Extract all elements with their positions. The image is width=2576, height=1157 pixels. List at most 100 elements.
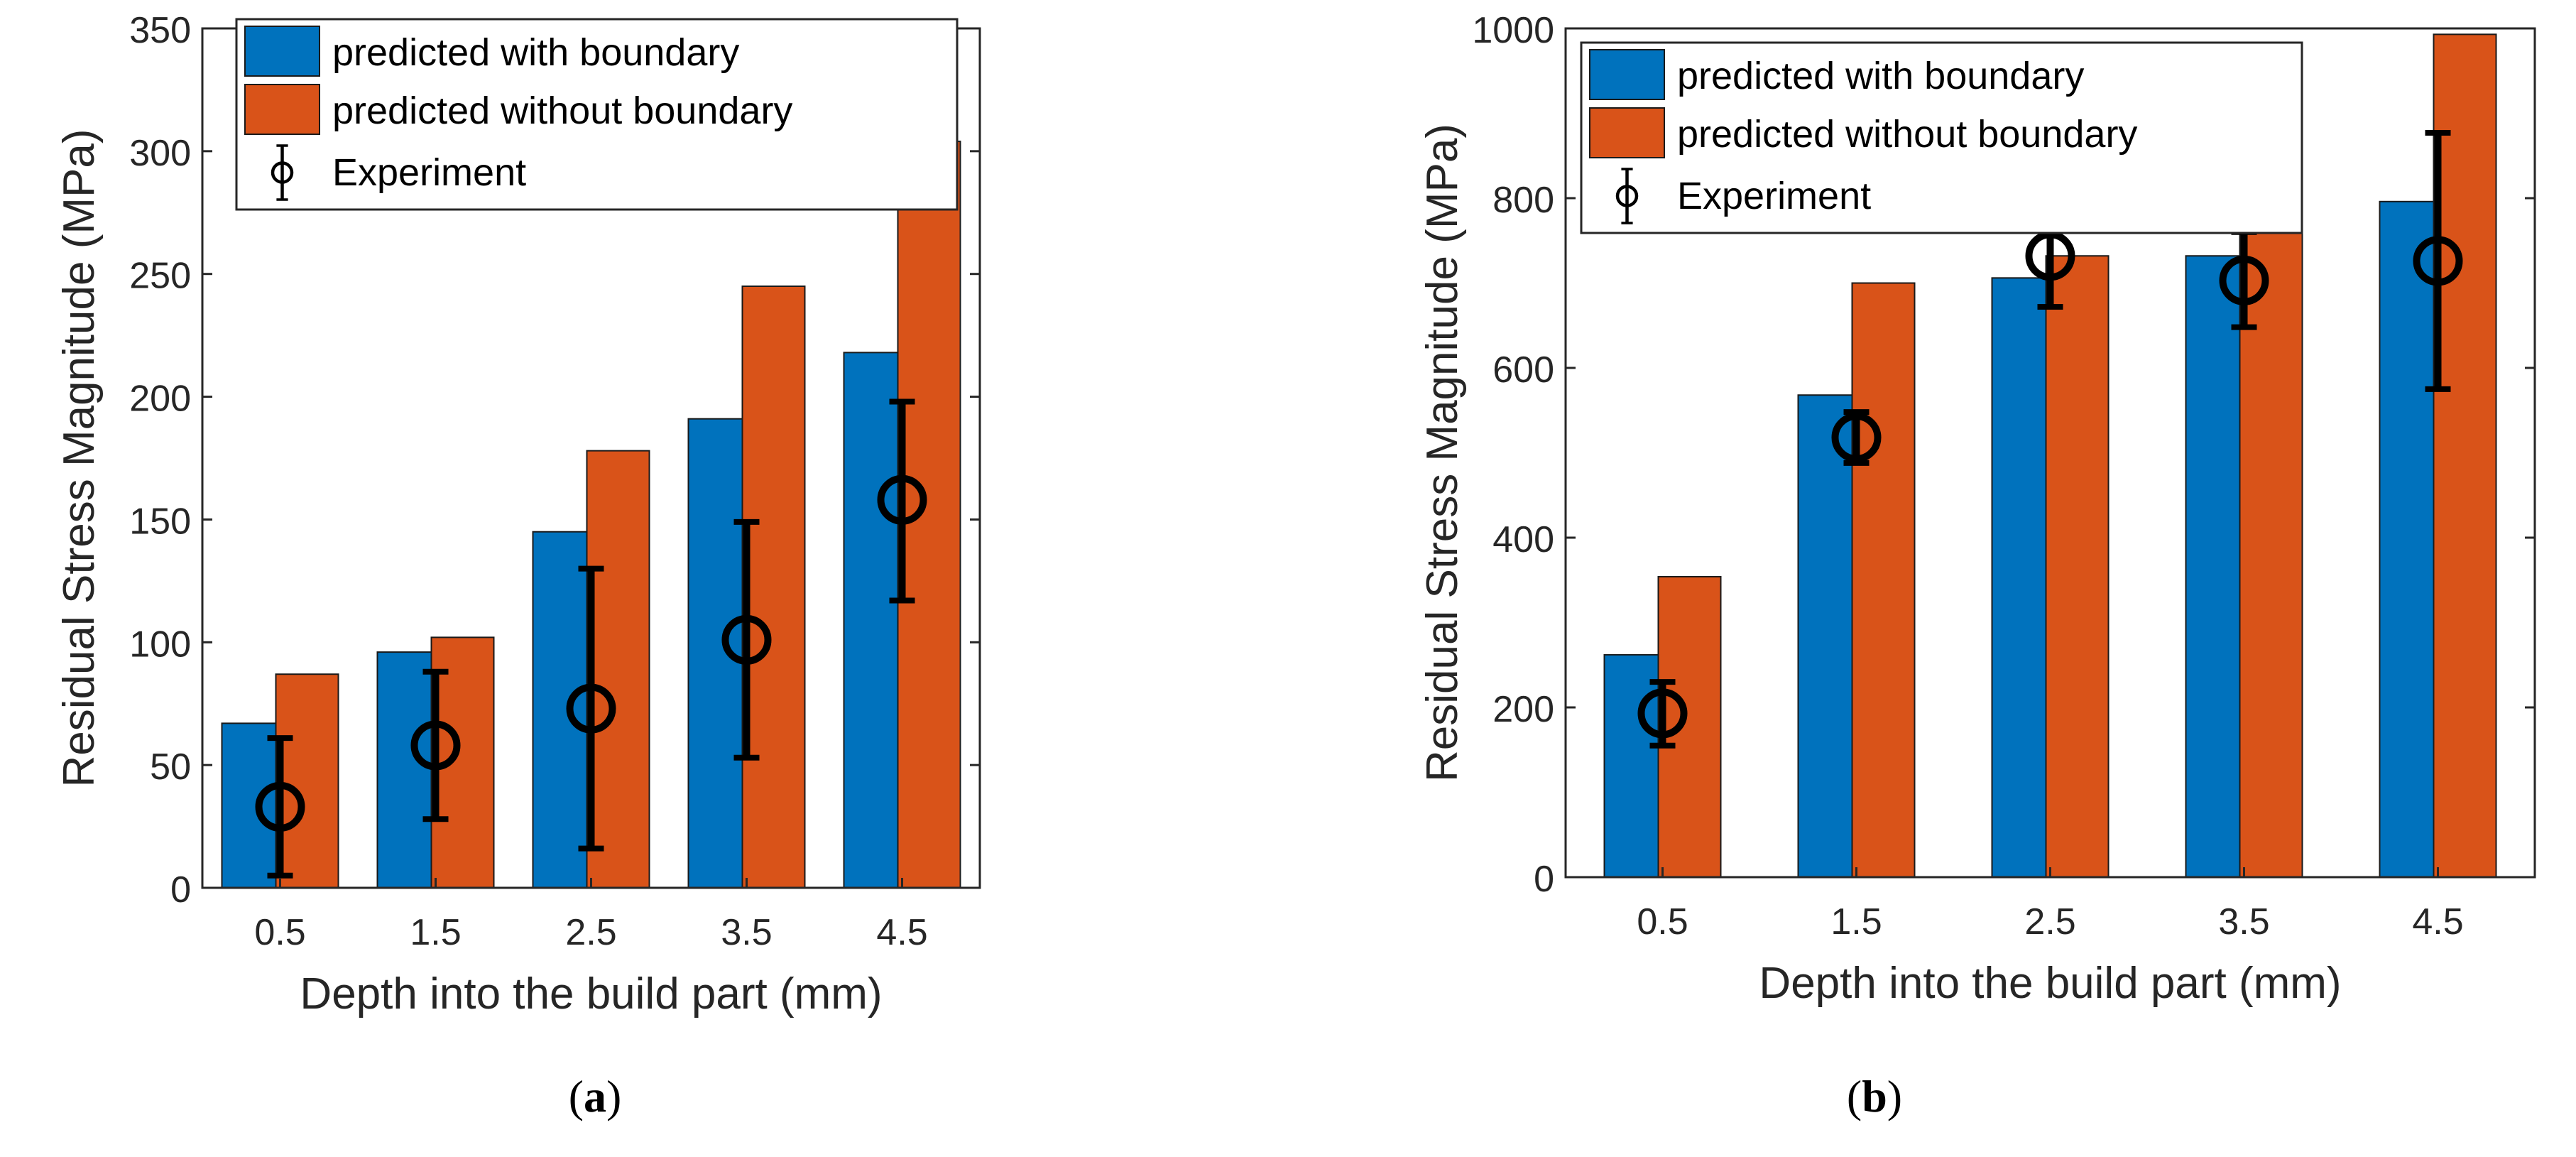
chart-a-experiment-markers [255,398,927,879]
chart-a-experiment-point-4.5-circle [877,474,927,525]
chart-a-experiment-point-1.5 [410,668,461,822]
chart-b-caption-close: ) [1887,1071,1902,1121]
chart-b-y-tick-label-400: 400 [1492,519,1554,560]
chart-b-caption-letter: b [1862,1071,1887,1121]
chart-b-bars [1603,33,2497,879]
chart-a-x-tick-label-2.5: 2.5 [565,912,616,953]
chart-b-experiment-point-0.5-circle [1637,688,1688,739]
chart-b-bar-without-boundary-3.5 [2239,195,2303,878]
chart-a-experiment-point-3.5-circle [721,614,772,665]
chart-a-bar-with-boundary-3.5 [687,418,752,889]
chart-a-x-axis-label: Depth into the build part (mm) [300,969,882,1019]
chart-b-caption-open: ( [1847,1071,1862,1121]
chart-b-x-axis-label: Depth into the build part (mm) [1759,959,2341,1008]
chart-b-experiment-point-4.5 [2413,129,2463,392]
chart-a-experiment-point-2.5-circle [566,683,616,734]
chart-b-bar-with-boundary-3.5 [2185,255,2249,878]
chart-b-legend-label-experiment: Experiment [1677,175,1871,217]
chart-a-experiment-point-1.5-circle [410,720,461,771]
chart-b-legend-box [1580,41,2303,234]
chart-a-caption-letter: a [584,1071,606,1121]
chart-a-y-tick-label-0: 0 [170,869,191,911]
chart-a-bar-without-boundary-4.5 [897,141,961,889]
chart-a-legend-experiment-marker [271,144,294,201]
chart-a-x-tick-label-1.5: 1.5 [410,912,461,953]
chart-b-experiment-markers [1637,129,2463,749]
chart-b: 0 200 400 600 800 1000 0.5 1.5 2.5 3.5 4.5 Depth … [1418,10,2536,1121]
chart-a-legend: predicted with boundary predicted withou… [235,18,959,211]
chart-a-legend-label-experiment: Experiment [332,151,526,194]
chart-b-bar-without-boundary-0.5 [1657,575,1722,878]
chart-a-y-tick-label-100: 100 [129,624,191,665]
chart-a-y-tick-label-150: 150 [129,501,191,542]
chart-b-bar-with-boundary-0.5 [1603,653,1668,878]
chart-a-y-tick-label-200: 200 [129,379,191,420]
chart-b-x-tick-label-3.5: 3.5 [2218,901,2269,943]
chart-b-legend-label-without-boundary: predicted without boundary [1677,113,2137,156]
chart-b-bar-without-boundary-1.5 [1851,282,1916,878]
chart-b-y-tick-label-1000: 1000 [1472,10,1554,51]
chart-b-y-tick-label-200: 200 [1492,689,1554,730]
chart-b-experiment-point-4.5-circle [2413,236,2463,286]
chart-b-experiment-point-0.5 [1637,679,1688,749]
chart-b-experiment-point-2.5-circle [2025,231,2075,281]
chart-b-x-tick-label-2.5: 2.5 [2024,901,2075,943]
chart-b-bar-without-boundary-2.5 [2045,255,2110,878]
chart-b-x-tick-label-4.5: 4.5 [2412,901,2463,943]
chart-a-legend-swatch-with-boundary [244,26,320,77]
chart-b-experiment-point-1.5-circle [1831,412,1882,462]
chart-a-legend-experiment-glyph [271,144,294,201]
chart-b-bar-with-boundary-1.5 [1797,394,1862,878]
chart-a-experiment-point-3.5 [721,518,772,761]
chart-b-bar-with-boundary-4.5 [2379,200,2443,878]
chart-a-x-ticks: 0.5 1.5 2.5 3.5 4.5 [254,878,928,953]
chart-a-bar-without-boundary-2.5 [586,450,650,889]
chart-b-y-ticks: 0 200 400 600 800 1000 [1472,10,2535,900]
chart-a-experiment-point-0.5 [255,735,305,879]
chart-a-legend-swatch-without-boundary [244,84,320,135]
chart-a-legend-label-without-boundary: predicted without boundary [332,89,792,132]
chart-b-x-tick-label-0.5: 0.5 [1637,901,1688,943]
chart-a-caption-close: ) [606,1071,621,1121]
chart-a-legend-experiment-glyph-circle [271,161,294,184]
chart-b-bar-with-boundary-2.5 [1991,277,2056,878]
chart-a-caption-open: ( [569,1071,584,1121]
chart-a-y-tick-label-250: 250 [129,256,191,297]
chart-a-y-tick-label-350: 350 [129,10,191,51]
chart-b-legend-label-with-boundary: predicted with boundary [1677,55,2084,97]
chart-a-caption: (a) [569,1071,622,1121]
chart-b-bar-without-boundary-4.5 [2433,33,2497,879]
chart-a-bar-with-boundary-4.5 [843,352,907,889]
chart-b-y-axis-label: Residual Stress Magnitude (MPa) [1418,124,1467,782]
chart-b-legend-swatch-without-boundary [1589,107,1665,158]
chart-b-legend-experiment-glyph [1615,168,1639,224]
chart-b-y-tick-label-0: 0 [1534,859,1554,900]
chart-b-x-ticks: 0.5 1.5 2.5 3.5 4.5 [1637,867,2464,943]
chart-b-legend-experiment-glyph-circle [1615,185,1639,207]
chart-a-experiment-point-4.5 [877,398,927,604]
chart-a-bar-without-boundary-0.5 [275,673,339,889]
chart-a-y-tick-label-300: 300 [129,133,191,174]
chart-b-y-tick-label-800: 800 [1492,180,1554,221]
chart-a-y-axis-label: Residual Stress Magnitude (MPa) [55,129,104,788]
chart-a-experiment-point-2.5 [566,565,616,852]
chart-a-bar-with-boundary-2.5 [532,531,596,889]
chart-a-bar-with-boundary-0.5 [221,722,285,889]
chart-a-x-tick-label-0.5: 0.5 [254,912,305,953]
chart-b-x-tick-label-1.5: 1.5 [1830,901,1882,943]
chart-a-bars [221,141,961,889]
chart-b-experiment-point-1.5 [1831,409,1882,466]
chart-a-experiment-point-0.5-circle [255,781,305,832]
chart-b-legend-experiment-marker [1615,168,1639,224]
chart-b-experiment-point-3.5-circle [2219,255,2269,305]
chart-a-y-ticks: 0 50 100 150 200 250 300 350 [129,10,980,911]
chart-a-y-tick-label-50: 50 [150,746,191,788]
chart-a-legend-label-with-boundary: predicted with boundary [332,31,739,74]
chart-a-legend-box [235,18,959,211]
chart-b-caption: (b) [1847,1071,1902,1121]
chart-a-bar-with-boundary-1.5 [376,651,441,889]
chart-a-bar-without-boundary-3.5 [741,286,806,889]
chart-a-x-tick-label-3.5: 3.5 [721,912,772,953]
chart-b-legend-swatch-with-boundary [1589,49,1665,100]
